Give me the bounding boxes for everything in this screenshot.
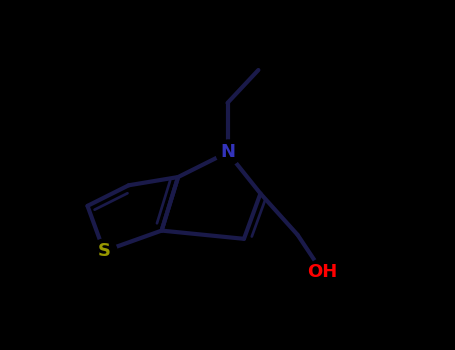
Text: N: N [220, 144, 235, 161]
Text: S: S [97, 242, 111, 260]
Text: OH: OH [307, 263, 337, 281]
